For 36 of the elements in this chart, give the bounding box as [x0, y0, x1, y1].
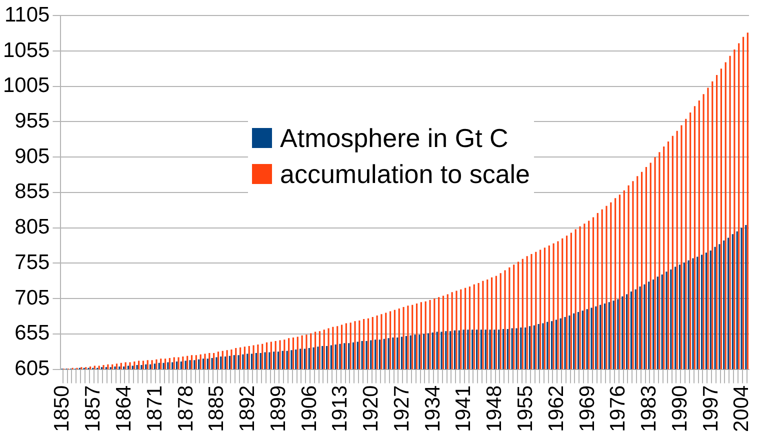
x-tick-label: 1878: [174, 385, 198, 432]
x-tick-label: 1920: [360, 385, 383, 432]
x-tick-label: 1885: [205, 385, 228, 432]
y-tick-label: 705: [14, 286, 50, 310]
x-tick-label: 1962: [544, 385, 568, 432]
y-tick-label: 905: [14, 144, 50, 168]
x-tick-label: 1976: [606, 385, 630, 432]
x-tick-label: 1941: [452, 385, 476, 432]
x-tick-label: 1864: [112, 384, 136, 432]
y-tick-label: 855: [14, 180, 50, 204]
x-tick-label: 1892: [236, 385, 260, 432]
legend-label: accumulation to scale: [280, 158, 530, 190]
x-tick-label: 1913: [328, 385, 352, 432]
x-tick-label: 1934: [421, 384, 444, 432]
y-tick-label: 755: [14, 250, 50, 274]
x-tick-label: 1969: [576, 385, 599, 432]
x-tick-label: 1997: [699, 385, 722, 432]
x-tick-label: 1899: [266, 385, 290, 432]
y-tick-label: 955: [14, 110, 50, 132]
x-tick-label: 1955: [514, 385, 537, 432]
x-tick-label: 2004: [730, 384, 754, 432]
x-tick-label: 1990: [668, 385, 692, 432]
y-tick-label: 1055: [3, 38, 50, 62]
y-tick-label: 655: [14, 322, 50, 345]
x-tick-label: 1948: [483, 385, 506, 432]
x-tick-label: 1871: [143, 385, 166, 432]
x-tick-label: 1927: [390, 385, 414, 432]
x-tick-label: 1906: [298, 385, 321, 432]
legend-label: Atmosphere in Gt C: [280, 122, 508, 154]
y-tick-label: 1005: [3, 74, 50, 98]
y-tick-label: 805: [14, 216, 50, 239]
x-tick-label: 1850: [50, 385, 74, 432]
x-tick-label: 1983: [638, 385, 661, 432]
y-tick-label: 605: [14, 357, 50, 380]
x-tick-label: 1857: [82, 385, 105, 432]
y-tick-label: 1105: [4, 3, 50, 26]
